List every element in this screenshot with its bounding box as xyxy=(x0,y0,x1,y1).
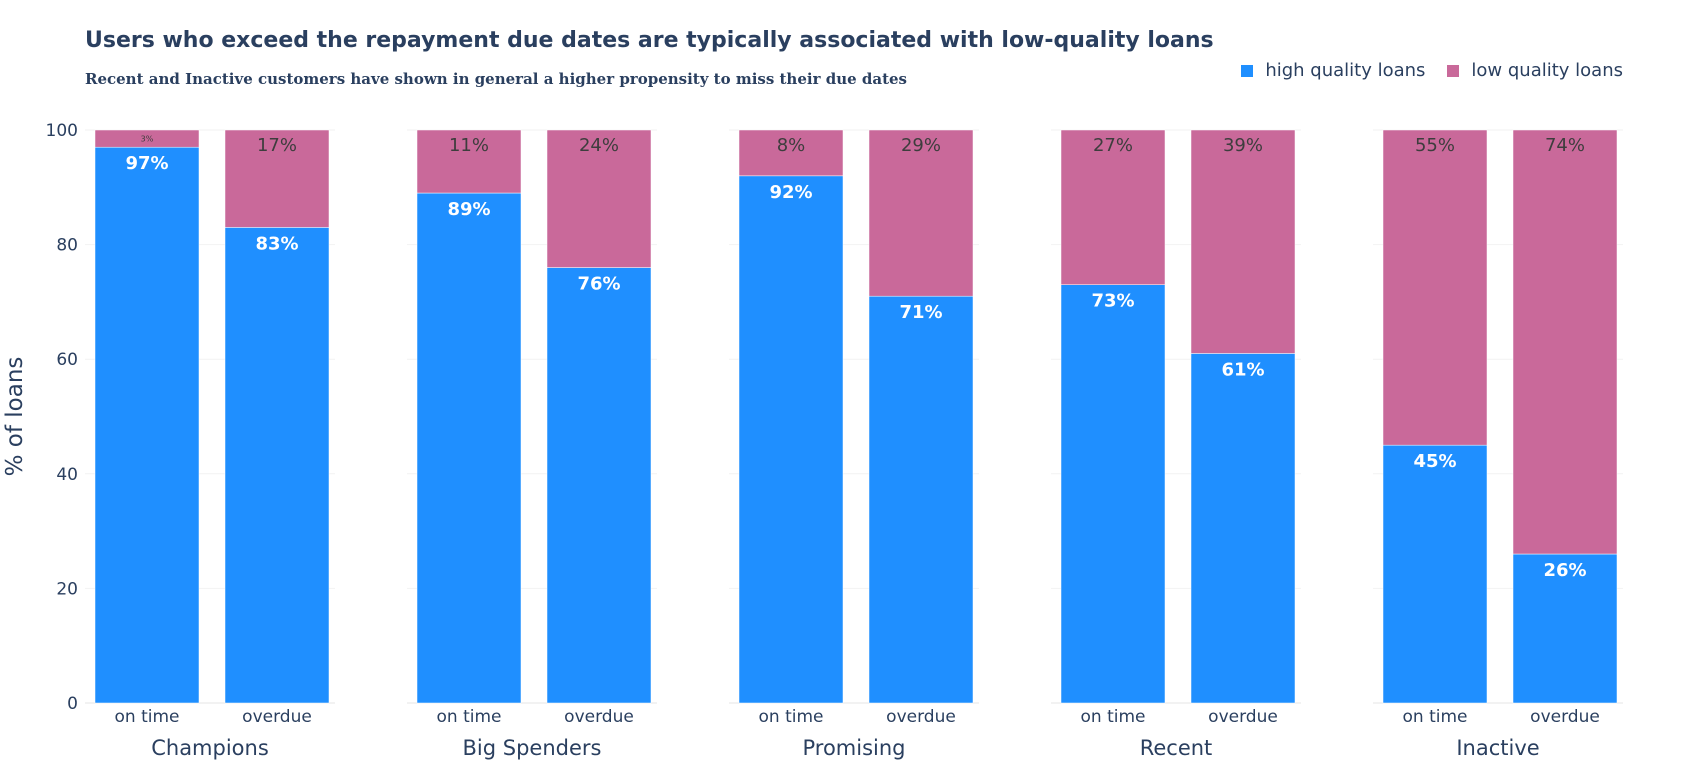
y-tick-label: 40 xyxy=(56,465,78,485)
data-label-low-quality: 8% xyxy=(777,135,806,156)
bar-low-quality-promising-overdue xyxy=(868,129,974,297)
legend: high quality loans low quality loans xyxy=(1241,60,1623,81)
bar-low-quality-champions-on-time xyxy=(94,129,200,148)
bar-low-quality-big-spenders-on-time xyxy=(416,129,522,194)
legend-item-low-quality[interactable]: low quality loans xyxy=(1447,60,1623,81)
data-label-low-quality: 27% xyxy=(1093,135,1133,156)
data-label-high-quality: 26% xyxy=(1543,560,1586,581)
bar-low-quality-recent-overdue xyxy=(1190,129,1296,354)
data-label-low-quality: 3% xyxy=(141,135,154,144)
bar-high-quality-big-spenders-on-time xyxy=(416,192,522,704)
data-label-high-quality: 83% xyxy=(255,233,298,254)
bar-low-quality-promising-on-time xyxy=(738,129,844,177)
bar-high-quality-promising-on-time xyxy=(738,175,844,704)
bar-high-quality-inactive-on-time xyxy=(1382,444,1488,704)
data-label-high-quality: 45% xyxy=(1413,451,1456,472)
label-layer: 97% 3% 83% 17% 89% 11% 76% 24% 92% 8% 71% 29% 73% 27%… xyxy=(125,135,1586,581)
bar-high-quality-champions-on-time xyxy=(94,146,200,704)
x-tick-label-overdue: overdue xyxy=(564,707,634,727)
bar-high-quality-recent-on-time xyxy=(1060,284,1166,704)
x-tick-label-on-time: on time xyxy=(759,707,824,727)
bar-low-quality-champions-overdue xyxy=(224,129,330,228)
data-label-low-quality: 29% xyxy=(901,135,941,156)
data-label-low-quality: 24% xyxy=(579,135,619,156)
data-label-high-quality: 89% xyxy=(447,199,490,220)
bar-low-quality-big-spenders-overdue xyxy=(546,129,652,268)
axis-layer: 0 20 40 60 80 100 % of loans on time overdue Cham… xyxy=(2,121,1600,760)
bar-low-quality-inactive-on-time xyxy=(1382,129,1488,446)
group-label-inactive: Inactive xyxy=(1456,736,1539,760)
bar-high-quality-recent-overdue xyxy=(1190,353,1296,704)
y-tick-label: 100 xyxy=(46,121,78,141)
x-tick-label-overdue: overdue xyxy=(1530,707,1600,727)
data-label-high-quality: 61% xyxy=(1221,359,1264,380)
legend-swatch-high-quality xyxy=(1241,64,1254,77)
y-tick-label: 20 xyxy=(56,579,78,599)
data-label-high-quality: 76% xyxy=(577,274,620,295)
data-label-high-quality: 73% xyxy=(1091,291,1134,312)
bar-high-quality-champions-overdue xyxy=(224,227,330,704)
data-label-low-quality: 17% xyxy=(257,135,297,156)
data-label-low-quality: 39% xyxy=(1223,135,1263,156)
x-tick-label-overdue: overdue xyxy=(1208,707,1278,727)
x-tick-label-on-time: on time xyxy=(1403,707,1468,727)
group-label-champions: Champions xyxy=(151,736,269,760)
y-tick-label: 60 xyxy=(56,350,78,370)
group-label-recent: Recent xyxy=(1140,736,1213,760)
data-label-low-quality: 74% xyxy=(1545,135,1585,156)
data-label-low-quality: 11% xyxy=(449,135,489,156)
y-axis-title: % of loans xyxy=(2,357,28,477)
bar-low-quality-inactive-overdue xyxy=(1512,129,1618,555)
bar-high-quality-promising-overdue xyxy=(868,295,974,704)
chart-subtitle: Recent and Inactive customers have shown… xyxy=(85,70,907,88)
x-tick-label-overdue: overdue xyxy=(886,707,956,727)
x-tick-label-on-time: on time xyxy=(1081,707,1146,727)
legend-label-high-quality: high quality loans xyxy=(1265,60,1426,81)
x-tick-label-overdue: overdue xyxy=(242,707,312,727)
y-tick-label: 0 xyxy=(67,694,78,714)
data-label-high-quality: 92% xyxy=(769,182,812,203)
chart-title: Users who exceed the repayment due dates… xyxy=(85,28,1214,53)
bar-layer xyxy=(94,129,1618,704)
group-label-promising: Promising xyxy=(802,736,905,760)
bar-low-quality-recent-on-time xyxy=(1060,129,1166,285)
data-label-high-quality: 71% xyxy=(899,302,942,323)
data-label-low-quality: 55% xyxy=(1415,135,1455,156)
group-label-big-spenders: Big Spenders xyxy=(463,736,602,760)
legend-swatch-low-quality xyxy=(1447,64,1460,77)
legend-label-low-quality: low quality loans xyxy=(1471,60,1623,81)
bar-high-quality-inactive-overdue xyxy=(1512,553,1618,704)
y-tick-label: 80 xyxy=(56,236,78,256)
legend-item-high-quality[interactable]: high quality loans xyxy=(1241,60,1425,81)
data-label-high-quality: 97% xyxy=(125,153,168,174)
x-tick-label-on-time: on time xyxy=(115,707,180,727)
bar-high-quality-big-spenders-overdue xyxy=(546,267,652,704)
x-tick-label-on-time: on time xyxy=(437,707,502,727)
